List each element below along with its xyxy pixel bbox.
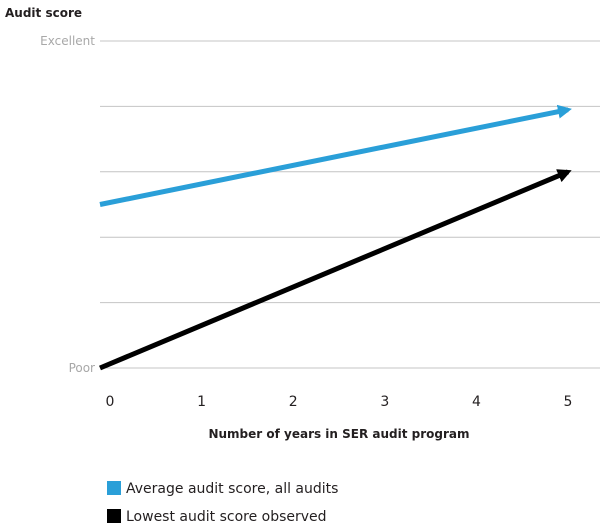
legend: Average audit score, all audits Lowest au… (107, 481, 338, 525)
y-axis-ticks: Poor Excellent (40, 34, 95, 375)
y-axis-title: Audit score (5, 6, 82, 20)
legend-swatch-1 (107, 509, 121, 523)
series-line-1 (99, 169, 572, 371)
x-tick-label: 0 (106, 394, 115, 410)
x-axis-title: Number of years in SER audit program (208, 427, 469, 441)
y-tick-label: Poor (69, 361, 95, 375)
series-lines (99, 104, 572, 371)
x-tick-label: 4 (472, 394, 481, 410)
x-tick-label: 5 (564, 394, 573, 410)
legend-label-0: Average audit score, all audits (126, 481, 338, 497)
x-axis-ticks: 0 1 2 3 4 5 (106, 394, 573, 410)
y-tick-label: Excellent (40, 34, 95, 48)
x-tick-label: 1 (197, 394, 206, 410)
x-tick-label: 3 (380, 394, 389, 410)
gridlines (100, 40, 600, 369)
x-tick-label: 2 (289, 394, 298, 410)
legend-label-1: Lowest audit score observed (126, 509, 327, 525)
legend-swatch-0 (107, 481, 121, 495)
series-line-0 (99, 104, 572, 207)
